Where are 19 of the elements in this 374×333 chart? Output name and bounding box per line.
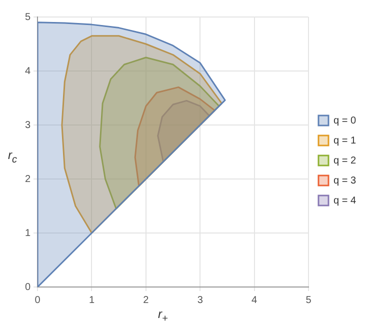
legend-label: q = 2 [333,155,356,166]
legend-label: q = 4 [333,195,356,206]
y-tick-label: 2 [25,174,31,185]
x-tick-label: 2 [143,294,150,306]
y-tick-label: 3 [25,120,31,131]
x-tick-label: 1 [88,294,95,306]
x-tick-label: 4 [252,294,258,306]
legend-label: q = 3 [333,175,356,186]
x-tick-label: 5 [306,294,312,306]
y-tick-label: 1 [25,228,31,239]
legend-label: q = 1 [333,135,356,146]
y-axis-title: r$_{c}$ [8,148,17,166]
y-tick-label: 4 [25,66,31,77]
x-tick-label: 0 [34,294,41,306]
x-tick-label: 3 [197,294,204,306]
x-axis-title: r$_{+}$ [158,307,168,324]
legend-label: q = 0 [333,115,356,126]
y-tick-label: 5 [25,12,31,23]
y-tick-label: 0 [25,282,31,293]
